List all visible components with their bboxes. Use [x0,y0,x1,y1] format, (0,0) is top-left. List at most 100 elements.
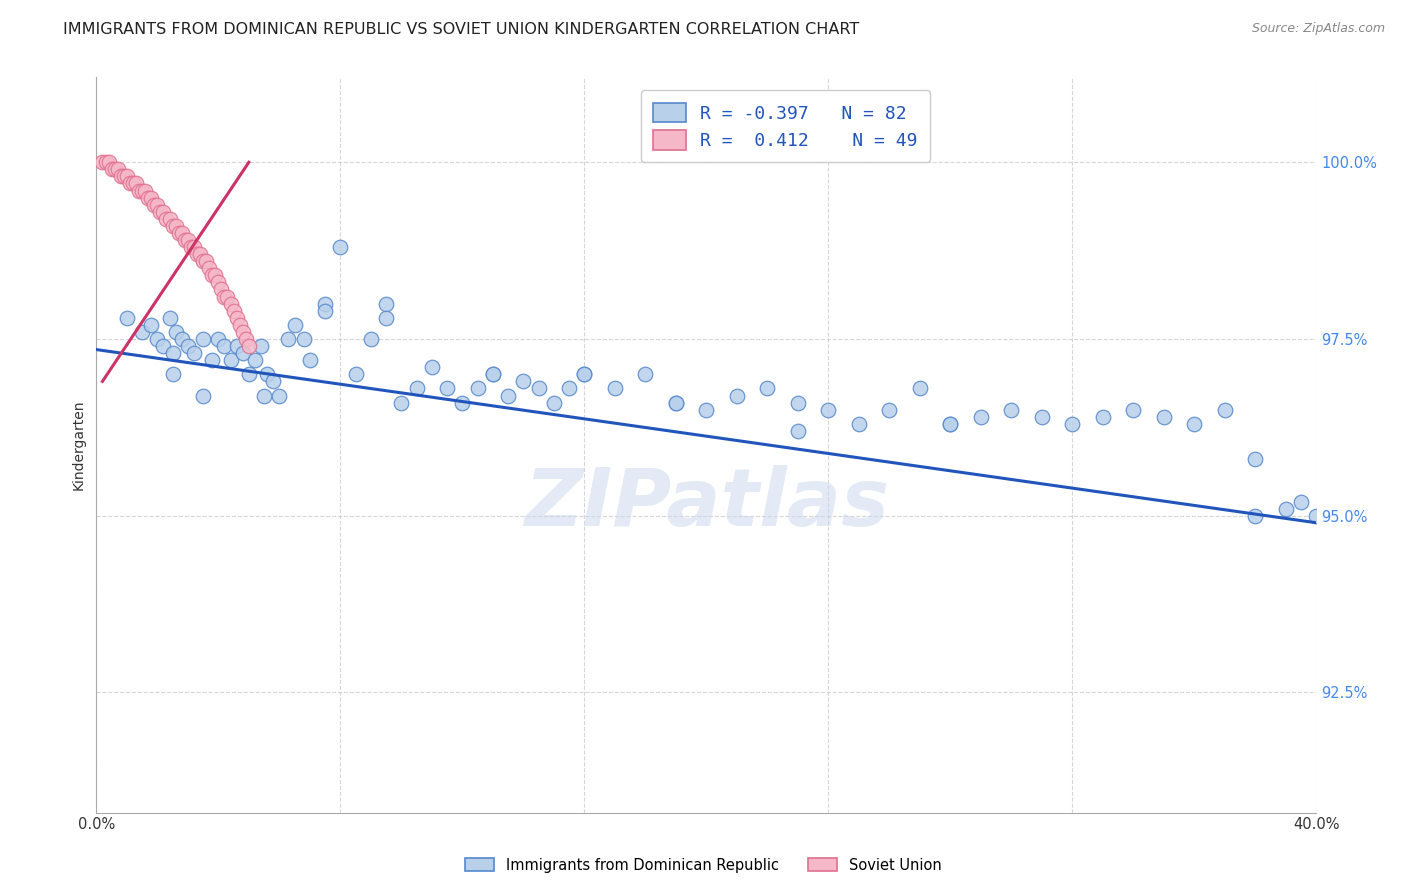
Point [225,310,247,325]
Point [107,162,129,177]
Point [284,318,307,332]
Point [152,339,174,353]
Point [725,388,748,402]
Point [207,332,229,346]
Point [375,296,398,310]
Point [162,368,184,382]
Point [1153,409,1175,424]
Point [1182,417,1205,431]
Point [165,219,187,233]
Point [634,368,657,382]
Point [152,204,174,219]
Point [131,325,153,339]
Point [198,261,221,276]
Point [238,339,260,353]
Point [695,402,717,417]
Point [756,381,779,395]
Point [94,155,117,169]
Point [115,310,138,325]
Point [219,296,242,310]
Point [1122,402,1144,417]
Point [118,177,141,191]
Y-axis label: Kindergarten: Kindergarten [72,400,86,491]
Point [104,162,127,177]
Point [269,388,291,402]
Text: ZIPatlas: ZIPatlas [524,465,889,543]
Point [170,332,193,346]
Point [165,325,187,339]
Point [97,155,120,169]
Point [1244,508,1267,523]
Point [110,169,132,184]
Point [162,219,184,233]
Point [665,395,688,409]
Point [136,191,159,205]
Point [1305,508,1327,523]
Point [467,381,489,395]
Point [314,296,336,310]
Point [177,339,200,353]
Point [786,395,808,409]
Point [420,360,443,375]
Point [141,191,163,205]
Point [131,184,153,198]
Legend: R = -0.397   N = 82, R =  0.412    N = 49: R = -0.397 N = 82, R = 0.412 N = 49 [641,90,931,162]
Point [451,395,474,409]
Point [183,346,205,360]
Text: IMMIGRANTS FROM DOMINICAN REPUBLIC VS SOVIET UNION KINDERGARTEN CORRELATION CHAR: IMMIGRANTS FROM DOMINICAN REPUBLIC VS SO… [63,22,859,37]
Point [149,204,172,219]
Point [143,197,166,211]
Point [173,233,195,247]
Point [159,310,181,325]
Point [603,381,626,395]
Point [1091,409,1114,424]
Point [277,332,299,346]
Point [512,375,534,389]
Point [115,169,138,184]
Point [214,289,236,303]
Point [188,247,211,261]
Point [665,395,688,409]
Point [191,388,214,402]
Point [112,169,135,184]
Point [186,247,208,261]
Point [908,381,931,395]
Point [1000,402,1022,417]
Point [228,318,250,332]
Point [141,318,163,332]
Point [482,368,505,382]
Legend: Immigrants from Dominican Republic, Soviet Union: Immigrants from Dominican Republic, Sovi… [457,851,949,880]
Point [389,395,412,409]
Point [375,310,398,325]
Point [543,395,565,409]
Text: Source: ZipAtlas.com: Source: ZipAtlas.com [1251,22,1385,36]
Point [877,402,900,417]
Point [527,381,550,395]
Point [250,339,273,353]
Point [344,368,367,382]
Point [191,254,214,268]
Point [162,346,184,360]
Point [1274,501,1296,516]
Point [243,353,266,368]
Point [155,211,177,226]
Point [405,381,427,395]
Point [848,417,870,431]
Point [298,353,321,368]
Point [225,339,247,353]
Point [786,424,808,438]
Point [209,283,232,297]
Point [970,409,993,424]
Point [360,332,382,346]
Point [170,226,193,240]
Point [1031,409,1053,424]
Point [817,402,839,417]
Point [128,184,150,198]
Point [238,368,260,382]
Point [1244,452,1267,467]
Point [134,184,156,198]
Point [558,381,581,395]
Point [180,240,202,254]
Point [1062,417,1084,431]
Point [232,346,254,360]
